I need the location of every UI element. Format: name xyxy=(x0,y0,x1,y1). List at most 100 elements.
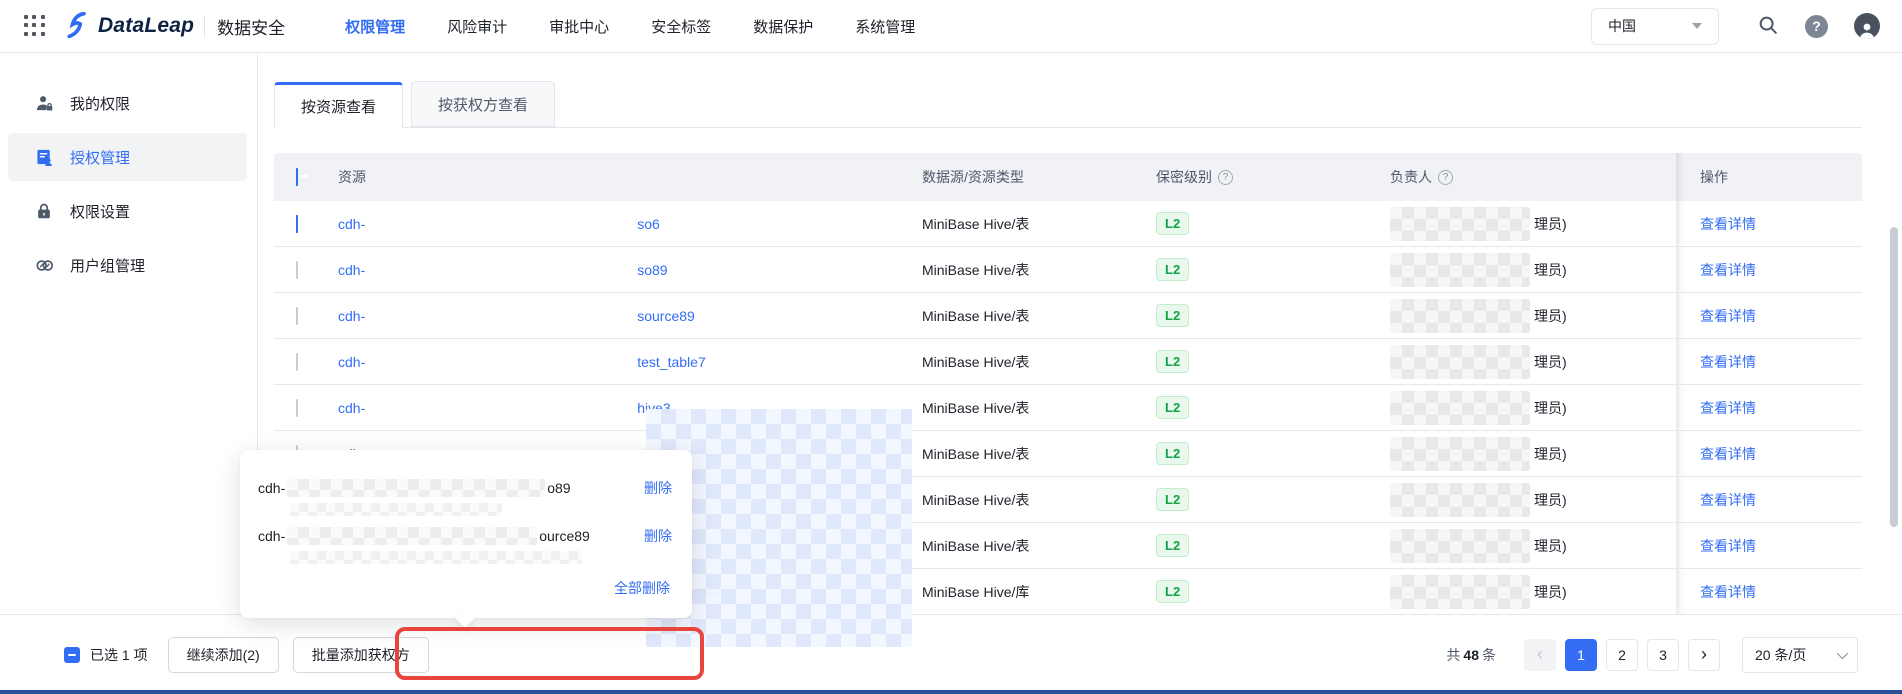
resource-type: MiniBase Hive/表 xyxy=(922,307,1030,324)
level-badge: L2 xyxy=(1156,395,1190,420)
nav-item-permission-mgmt[interactable]: 权限管理 xyxy=(345,18,406,36)
sidebar-item-user-group-mgmt[interactable]: 用户组管理 xyxy=(8,241,247,289)
page-size-select[interactable]: 20 条/页 xyxy=(1742,636,1858,673)
selected-checkbox[interactable] xyxy=(64,646,80,663)
owner-suffix: 理员) xyxy=(1534,445,1567,462)
user-avatar[interactable] xyxy=(1854,13,1880,39)
total-count: 共 48 条 xyxy=(1446,646,1496,663)
level-badge: L2 xyxy=(1156,257,1190,282)
page-button-1[interactable]: 1 xyxy=(1565,638,1597,671)
col-resource: 资源 xyxy=(338,169,366,185)
tab-by-grantee[interactable]: 按获权方查看 xyxy=(411,81,556,127)
table-row: cdh-so6 MiniBase Hive/表 L2 理员) 查看详情 xyxy=(274,201,1862,247)
view-tabs: 按资源查看 按获权方查看 xyxy=(274,81,1862,128)
view-details-link[interactable]: 查看详情 xyxy=(1700,353,1756,370)
row-checkbox[interactable] xyxy=(296,352,298,371)
view-details-link[interactable]: 查看详情 xyxy=(1700,491,1756,508)
owner-blur xyxy=(1390,206,1530,241)
sidebar-item-my-permissions[interactable]: 我的权限 xyxy=(8,79,247,127)
sidebar-item-permission-settings[interactable]: 权限设置 xyxy=(8,187,247,235)
resource-link-suffix[interactable]: source89 xyxy=(637,307,695,324)
page-button-3[interactable]: 3 xyxy=(1647,638,1679,671)
resource-link-suffix[interactable]: test_table7 xyxy=(637,353,706,370)
sidebar-item-authorization-mgmt[interactable]: 授权管理 xyxy=(8,133,247,181)
owner-blur xyxy=(1390,574,1530,609)
table-footer: 已选 1 项 继续添加(2) 批量添加获权方 共 48 条 ‹ 1 2 3 › 20… xyxy=(0,614,1902,694)
level-badge: L2 xyxy=(1156,211,1190,236)
view-details-link[interactable]: 查看详情 xyxy=(1700,445,1756,462)
resource-type: MiniBase Hive/表 xyxy=(922,537,1030,554)
logo-text: DataLeap xyxy=(98,14,195,37)
prev-page-button[interactable]: ‹ xyxy=(1524,638,1556,671)
resource-link[interactable]: cdh- xyxy=(338,399,366,416)
search-icon[interactable] xyxy=(1757,14,1779,39)
resource-link-suffix[interactable]: so6 xyxy=(637,215,660,232)
resource-link[interactable]: cdh- xyxy=(338,261,366,278)
nav-divider xyxy=(204,15,206,37)
row-checkbox[interactable] xyxy=(296,398,298,417)
owner-help-icon[interactable] xyxy=(1438,169,1453,185)
view-details-link[interactable]: 查看详情 xyxy=(1700,537,1756,554)
level-badge: L2 xyxy=(1156,349,1190,374)
col-level: 保密级别 xyxy=(1156,169,1212,185)
vertical-scrollbar[interactable] xyxy=(1890,227,1898,527)
top-nav: DataLeap 数据安全 权限管理 风险审计 审批中心 安全标签 数据保护 系… xyxy=(0,0,1902,53)
view-details-link[interactable]: 查看详情 xyxy=(1700,583,1756,600)
popup-item-subpath-blur xyxy=(290,503,502,516)
nav-item-system-mgmt[interactable]: 系统管理 xyxy=(855,18,916,36)
user-group-icon xyxy=(34,255,54,275)
select-all-checkbox[interactable] xyxy=(296,168,298,186)
popup-delete-link[interactable]: 删除 xyxy=(644,480,672,496)
pagination: ‹ 1 2 3 › 20 条/页 xyxy=(1524,636,1858,673)
row-checkbox[interactable] xyxy=(296,260,298,279)
level-badge: L2 xyxy=(1156,579,1190,604)
sidebar-item-label: 权限设置 xyxy=(70,203,131,221)
nav-item-data-protection[interactable]: 数据保护 xyxy=(753,18,814,36)
row-checkbox[interactable] xyxy=(296,306,298,325)
table-header: 资源 数据源/资源类型 保密级别 负责人 操作 xyxy=(274,153,1862,201)
app-grid-icon[interactable] xyxy=(24,15,46,37)
resource-type: MiniBase Hive/表 xyxy=(922,215,1030,232)
popup-item-suffix: ource89 xyxy=(539,528,590,544)
popup-item-suffix: o89 xyxy=(547,480,571,496)
resource-type: MiniBase Hive/表 xyxy=(922,353,1030,370)
page-button-2[interactable]: 2 xyxy=(1606,638,1638,671)
view-details-link[interactable]: 查看详情 xyxy=(1700,307,1756,324)
batch-add-grantee-button[interactable]: 批量添加获权方 xyxy=(292,636,429,673)
product-name: 数据安全 xyxy=(217,18,286,38)
resource-type: MiniBase Hive/库 xyxy=(922,583,1030,600)
nav-item-security-tags[interactable]: 安全标签 xyxy=(651,18,712,36)
region-select[interactable]: 中国 xyxy=(1591,7,1719,45)
continue-add-button[interactable]: 继续添加(2) xyxy=(167,636,279,673)
resource-link[interactable]: cdh- xyxy=(338,353,366,370)
row-checkbox[interactable] xyxy=(296,214,298,233)
next-page-button[interactable]: › xyxy=(1688,638,1720,671)
level-help-icon[interactable] xyxy=(1218,169,1233,185)
owner-suffix: 理员) xyxy=(1534,215,1567,232)
sidebar-item-label: 用户组管理 xyxy=(70,257,146,275)
logo[interactable]: DataLeap xyxy=(66,11,195,41)
view-details-link[interactable]: 查看详情 xyxy=(1700,261,1756,278)
resource-type: MiniBase Hive/表 xyxy=(922,261,1030,278)
resource-link-suffix[interactable]: so89 xyxy=(637,261,668,278)
nav-item-risk-audit[interactable]: 风险审计 xyxy=(447,18,508,36)
help-icon[interactable] xyxy=(1805,14,1828,38)
view-details-link[interactable]: 查看详情 xyxy=(1700,399,1756,416)
level-badge: L2 xyxy=(1156,303,1190,328)
region-select-value: 中国 xyxy=(1608,18,1636,34)
resource-link[interactable]: cdh- xyxy=(338,307,366,324)
sidebar-item-label: 授权管理 xyxy=(70,149,131,167)
popup-delete-link[interactable]: 删除 xyxy=(644,528,672,544)
view-details-link[interactable]: 查看详情 xyxy=(1700,215,1756,232)
popup-item-blur xyxy=(287,527,538,545)
nav-menu: 权限管理 风险审计 审批中心 安全标签 数据保护 系统管理 xyxy=(345,16,915,37)
popup-clear-all-link[interactable]: 全部删除 xyxy=(614,580,670,596)
main-content: 按资源查看 按获权方查看 资源 数据源/资源类型 保密级别 负责人 操作 cdh xyxy=(258,53,1902,690)
owner-blur xyxy=(1390,528,1530,563)
popup-item-prefix: cdh- xyxy=(258,480,286,496)
tab-by-resource[interactable]: 按资源查看 xyxy=(274,82,404,128)
owner-blur xyxy=(1390,482,1530,517)
nav-item-approval-center[interactable]: 审批中心 xyxy=(549,18,610,36)
resource-link[interactable]: cdh- xyxy=(338,215,366,232)
